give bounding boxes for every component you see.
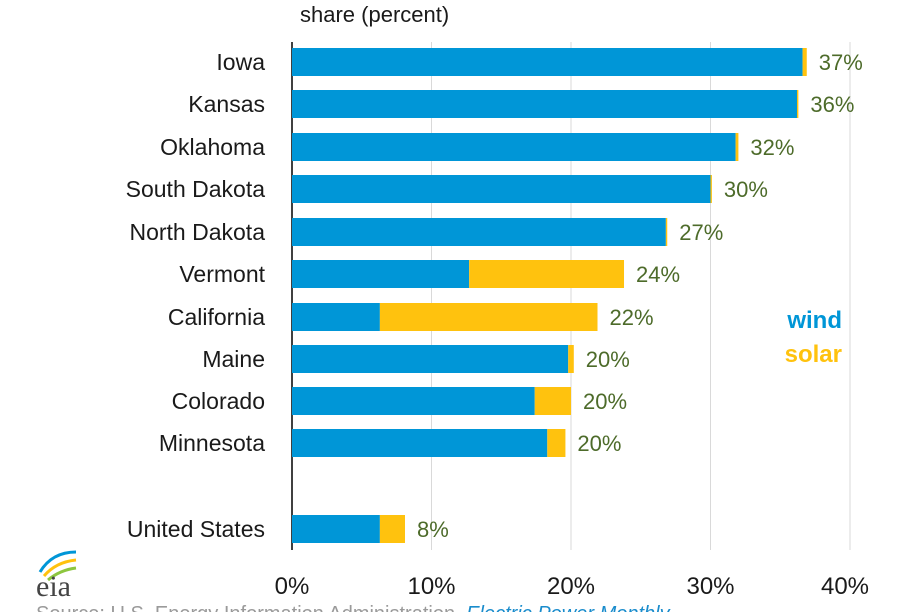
value-label: 30%: [724, 177, 768, 202]
value-label: 24%: [636, 262, 680, 287]
value-labels: 37% 36% 32% 30%27% 24% 22% 20% 20% 20% 8%: [417, 50, 863, 542]
x-tick-label: 10%: [407, 573, 455, 600]
bar-wind: [292, 260, 470, 288]
legend-solar: solar: [785, 341, 842, 368]
value-label: 20%: [586, 347, 630, 372]
bar-solar: [547, 429, 566, 457]
bar-solar: [379, 303, 598, 331]
bar-solar: [379, 515, 405, 543]
bar-solar: [469, 260, 625, 288]
category-labels: Iowa Kansas Oklahoma South Dakota North Dako…: [126, 49, 266, 542]
x-tick-label: 0%: [275, 573, 310, 600]
bar-wind: [292, 218, 666, 246]
category-label: North Dakota: [129, 219, 265, 245]
value-label: 8%: [417, 517, 449, 542]
bar-wind: [292, 175, 711, 203]
legend-wind: wind: [786, 307, 842, 334]
category-label: United States: [127, 516, 265, 542]
value-label: 20%: [577, 431, 621, 456]
category-label: California: [168, 304, 265, 330]
bar-solar: [568, 345, 574, 373]
bar-solar: [802, 48, 807, 76]
value-label: 36%: [810, 92, 854, 117]
value-label: 27%: [679, 220, 723, 245]
bar-solar: [796, 90, 799, 118]
gridlines: [291, 42, 851, 550]
source-prefix: Source: U.S. Energy Information Administ…: [36, 603, 466, 612]
x-tick-label: 30%: [686, 573, 734, 600]
bar-solar: [735, 133, 739, 161]
eia-logo: eia: [36, 550, 77, 603]
source-note: Source: U.S. Energy Information Administ…: [36, 603, 671, 612]
unit-label: share (percent): [300, 2, 449, 27]
bar-solar: [534, 387, 571, 415]
logo-arc-green: [47, 566, 77, 582]
value-label: 22%: [610, 305, 654, 330]
source-link[interactable]: Electric Power Monthly: [466, 603, 670, 612]
value-label: 32%: [750, 135, 794, 160]
category-label: Oklahoma: [160, 134, 265, 160]
bar-wind: [292, 133, 736, 161]
bar-wind: [292, 345, 569, 373]
category-label: Maine: [202, 346, 265, 372]
bar-wind: [292, 303, 380, 331]
x-tick-label: 40%: [821, 573, 869, 600]
bar-solar: [710, 175, 712, 203]
category-label: Colorado: [172, 388, 265, 414]
logo-arc-blue: [38, 550, 77, 573]
category-label: Minnesota: [159, 430, 265, 456]
category-label: Iowa: [216, 49, 265, 75]
value-label: 37%: [819, 50, 863, 75]
bar-wind: [292, 48, 803, 76]
value-label: 20%: [583, 389, 627, 414]
bar-wind: [292, 387, 535, 415]
x-tick-labels: 0% 10% 20% 30% 40%: [275, 573, 869, 600]
eia-logo-text: eia: [36, 570, 71, 603]
bar-solar: [665, 218, 668, 246]
bars: [292, 48, 807, 543]
category-label: South Dakota: [126, 176, 266, 202]
category-label: Vermont: [179, 261, 265, 287]
bar-wind: [292, 429, 548, 457]
x-tick-label: 20%: [547, 573, 595, 600]
category-label: Kansas: [188, 91, 265, 117]
bar-wind: [292, 90, 797, 118]
logo-arc-yellow: [42, 558, 77, 578]
bar-wind: [292, 515, 380, 543]
